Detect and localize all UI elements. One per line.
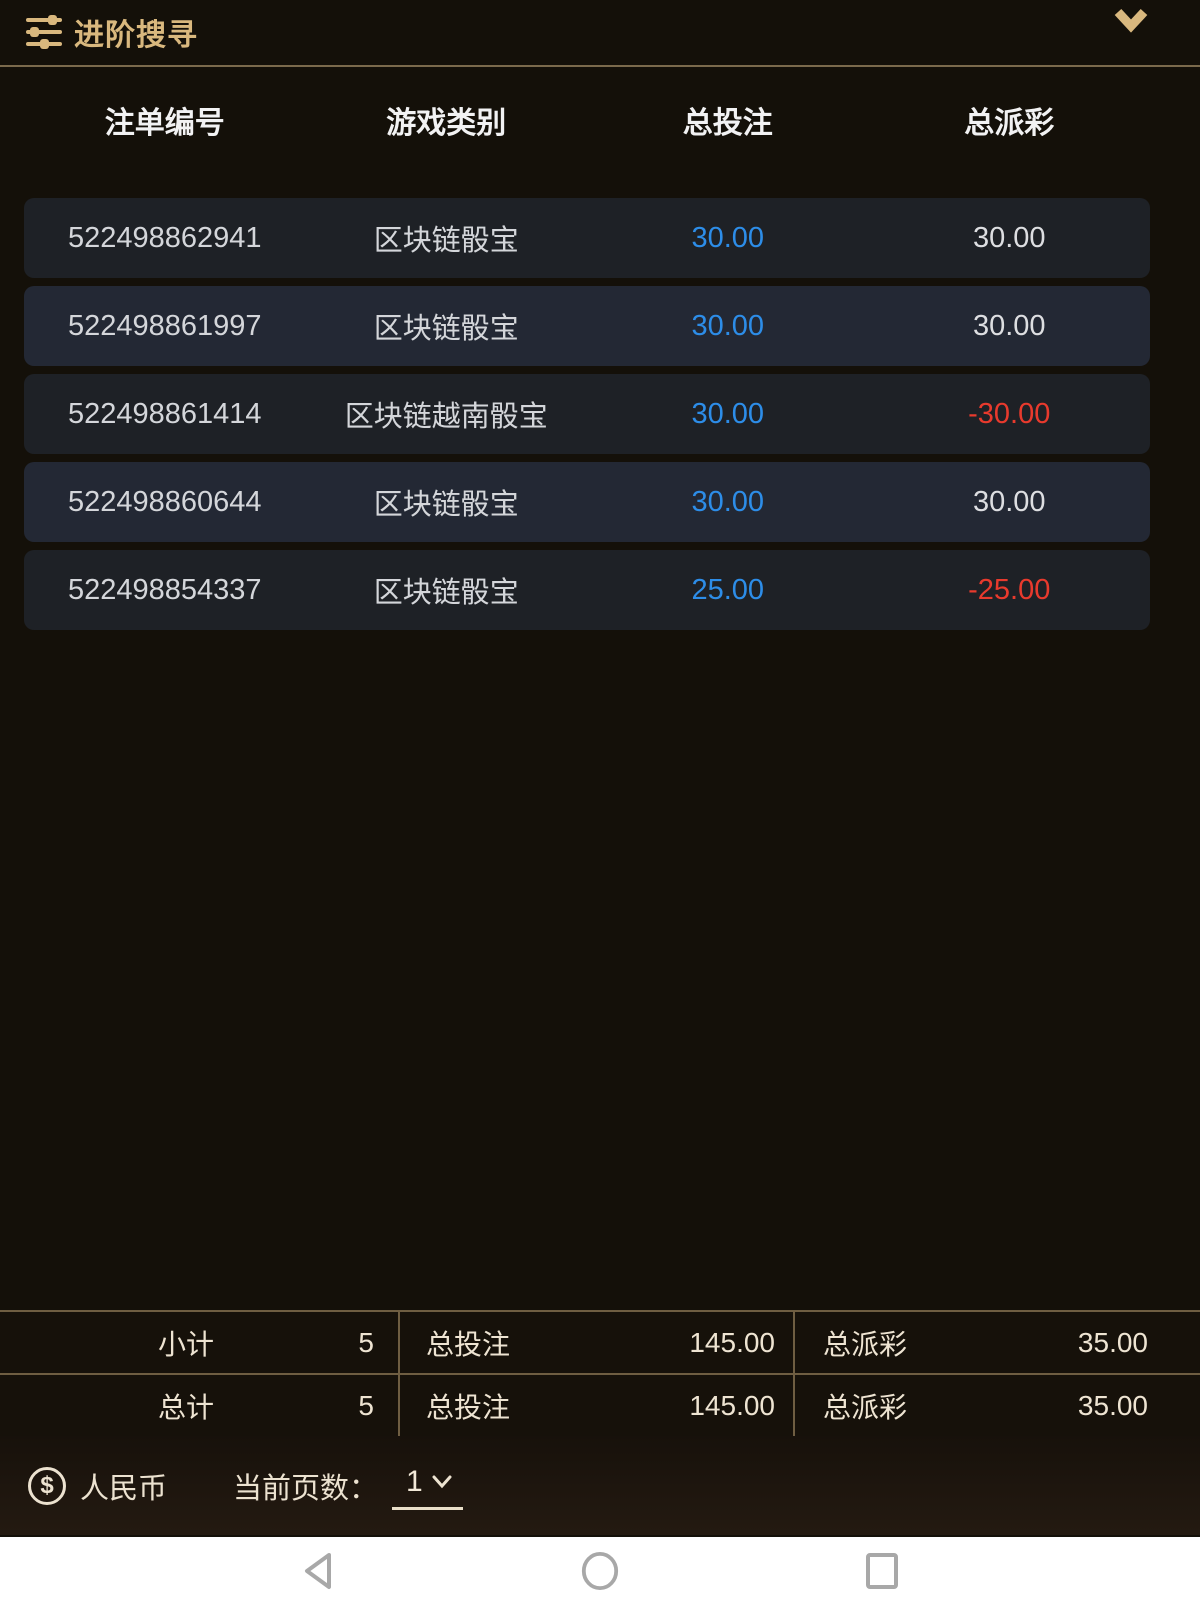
game-type: 区块链越南骰宝 xyxy=(344,401,548,433)
records-list: 522498862941 区块链骰宝 30.00 30.00 522498861… xyxy=(24,198,1150,638)
total-payout-value: 35.00 xyxy=(1077,1389,1148,1421)
header-total-payout: 总派彩 xyxy=(964,107,1055,140)
subtotal-bet-value: 145.00 xyxy=(689,1326,775,1358)
table-row[interactable]: 522498861414 区块链越南骰宝 30.00 -30.00 xyxy=(24,374,1150,454)
topbar-separator xyxy=(0,65,1200,67)
total-bet-label: 总投注 xyxy=(426,1391,511,1423)
total-count: 5 xyxy=(358,1389,374,1421)
bet-id: 522498862941 xyxy=(67,221,262,254)
table-row[interactable]: 522498860644 区块链骰宝 30.00 30.00 xyxy=(24,462,1150,542)
page-chevron-down-icon xyxy=(432,1475,452,1489)
advanced-search-bar[interactable]: 进阶搜寻 xyxy=(0,0,1200,64)
total-payout-value: 30.00 xyxy=(972,309,1046,342)
grand-total-row: 总计 5 总投注 145.00 总派彩 35.00 xyxy=(0,1373,1200,1436)
chevron-down-icon[interactable] xyxy=(1112,4,1150,36)
dollar-circle-icon: $ xyxy=(28,1466,66,1505)
table-row[interactable]: 522498862941 区块链骰宝 30.00 30.00 xyxy=(24,198,1150,278)
table-header-row: 注单编号 游戏类别 总投注 总派彩 xyxy=(24,94,1150,146)
game-type: 区块链骰宝 xyxy=(373,313,519,345)
advanced-search-label: 进阶搜寻 xyxy=(74,19,198,52)
summary-table: 小计 5 总投注 145.00 总派彩 35.00 总计 5 总投注 145.0… xyxy=(0,1310,1200,1438)
page-select-dropdown[interactable]: 1 xyxy=(392,1461,463,1510)
total-payout-value: -30.00 xyxy=(968,397,1051,430)
total-bet-value: 30.00 xyxy=(691,309,765,342)
bet-id: 522498860644 xyxy=(67,485,262,518)
nav-back-icon[interactable] xyxy=(298,1549,338,1593)
filter-sliders-icon xyxy=(24,10,64,54)
footer-bar: $ 人民币 当前页数： 1 xyxy=(0,1436,1200,1535)
total-label: 总计 xyxy=(158,1391,215,1423)
subtotal-bet-label: 总投注 xyxy=(426,1328,511,1360)
bet-id: 522498861414 xyxy=(67,397,262,430)
bet-id: 522498854337 xyxy=(67,573,262,606)
subtotal-count: 5 xyxy=(358,1326,374,1358)
subtotal-label: 小计 xyxy=(158,1328,215,1360)
nav-home-icon[interactable] xyxy=(580,1549,620,1593)
subtotal-payout-label: 总派彩 xyxy=(823,1328,908,1360)
header-bet-id: 注单编号 xyxy=(104,107,225,140)
subtotal-payout-value: 35.00 xyxy=(1077,1326,1148,1358)
total-bet-value: 30.00 xyxy=(691,485,765,518)
total-payout-value: 30.00 xyxy=(972,485,1046,518)
bet-id: 522498861997 xyxy=(67,309,262,342)
total-payout-label: 总派彩 xyxy=(823,1391,908,1423)
current-page-label: 当前页数： xyxy=(233,1472,379,1505)
total-bet-value: 25.00 xyxy=(691,573,765,606)
table-row[interactable]: 522498854337 区块链骰宝 25.00 -25.00 xyxy=(24,550,1150,630)
table-row[interactable]: 522498861997 区块链骰宝 30.00 30.00 xyxy=(24,286,1150,366)
game-type: 区块链骰宝 xyxy=(373,489,519,521)
page-number-value: 1 xyxy=(406,1465,423,1498)
header-total-bet: 总投注 xyxy=(682,107,773,140)
total-bet-value: 145.00 xyxy=(689,1389,775,1421)
total-payout-value: 30.00 xyxy=(972,221,1046,254)
game-type: 区块链骰宝 xyxy=(373,577,519,609)
game-type: 区块链骰宝 xyxy=(373,225,519,257)
currency-label: 人民币 xyxy=(80,1472,168,1505)
total-payout-value: -25.00 xyxy=(968,573,1051,606)
total-bet-value: 30.00 xyxy=(691,221,765,254)
header-game-type: 游戏类别 xyxy=(386,107,507,140)
android-nav-bar xyxy=(0,1537,1200,1604)
total-bet-value: 30.00 xyxy=(691,397,765,430)
subtotal-row: 小计 5 总投注 145.00 总派彩 35.00 xyxy=(0,1312,1200,1373)
nav-recent-icon[interactable] xyxy=(862,1549,902,1593)
